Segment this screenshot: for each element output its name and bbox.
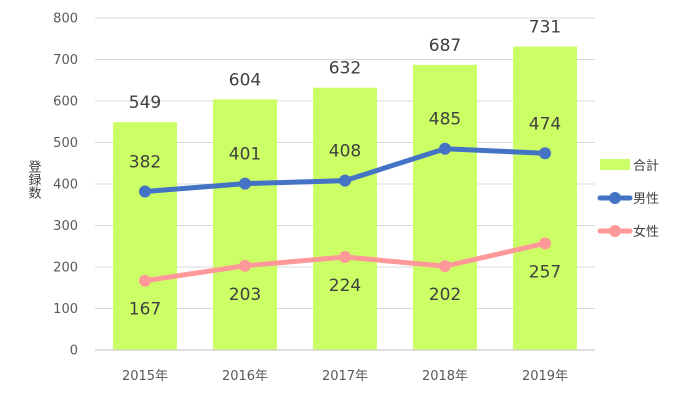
bar <box>213 99 277 350</box>
y-tick-label: 300 <box>53 219 78 234</box>
data-label: 257 <box>529 262 561 282</box>
data-point <box>239 177 251 190</box>
data-point <box>239 259 251 272</box>
bar <box>513 46 577 350</box>
x-tick-label: 2015年 <box>122 369 168 384</box>
y-tick-label: 200 <box>53 261 78 276</box>
legend-swatch <box>600 159 630 170</box>
data-label: 224 <box>329 276 361 296</box>
data-point <box>439 260 451 273</box>
data-label: 401 <box>229 145 261 165</box>
legend-label: 女性 <box>633 224 659 240</box>
x-tick-label: 2016年 <box>222 369 268 384</box>
data-label: 202 <box>429 285 461 305</box>
data-point <box>339 174 351 187</box>
y-tick-label: 0 <box>70 344 78 359</box>
x-tick-label: 2019年 <box>522 369 568 384</box>
lines <box>139 142 551 287</box>
x-axis-ticks: 2015年 2016年 2017年 2018年 2019年 <box>122 369 568 384</box>
data-point <box>139 274 151 287</box>
data-point <box>539 237 551 250</box>
data-label: 632 <box>329 59 361 79</box>
data-label: 731 <box>529 18 561 38</box>
data-label: 167 <box>129 300 161 320</box>
y-tick-label: 100 <box>53 302 78 317</box>
bar <box>413 64 477 351</box>
data-label: 203 <box>229 285 261 305</box>
y-axis-ticks: 0 100 200 300 400 500 600 700 800 <box>53 12 78 359</box>
data-label: 408 <box>329 142 361 162</box>
bar <box>113 122 177 350</box>
y-tick-label: 600 <box>53 95 78 110</box>
y-tick-label: 500 <box>53 136 78 151</box>
y-tick-label: 800 <box>53 12 78 27</box>
x-tick-label: 2017年 <box>322 369 368 384</box>
data-point <box>339 251 351 264</box>
data-point <box>539 147 551 160</box>
y-axis-label: 登録数 <box>26 160 42 199</box>
data-label: 604 <box>229 70 261 90</box>
legend-label: 男性 <box>633 192 659 207</box>
bars <box>113 46 577 351</box>
y-tick-label: 400 <box>53 178 78 193</box>
data-labels: 549 604 632 687 731 382 401 408 485 474 167 203 224 2… <box>129 18 561 320</box>
x-tick-label: 2018年 <box>422 369 468 384</box>
data-label: 382 <box>129 152 161 172</box>
data-label: 485 <box>429 110 461 130</box>
data-label: 687 <box>429 36 461 56</box>
data-label: 474 <box>529 114 561 134</box>
legend-marker <box>609 225 621 237</box>
bar <box>313 87 377 350</box>
y-tick-label: 700 <box>53 53 78 68</box>
legend-label: 合計 <box>633 158 659 174</box>
data-point <box>439 142 451 155</box>
data-label: 549 <box>129 93 161 113</box>
legend-marker <box>609 192 621 204</box>
data-point <box>139 185 151 198</box>
